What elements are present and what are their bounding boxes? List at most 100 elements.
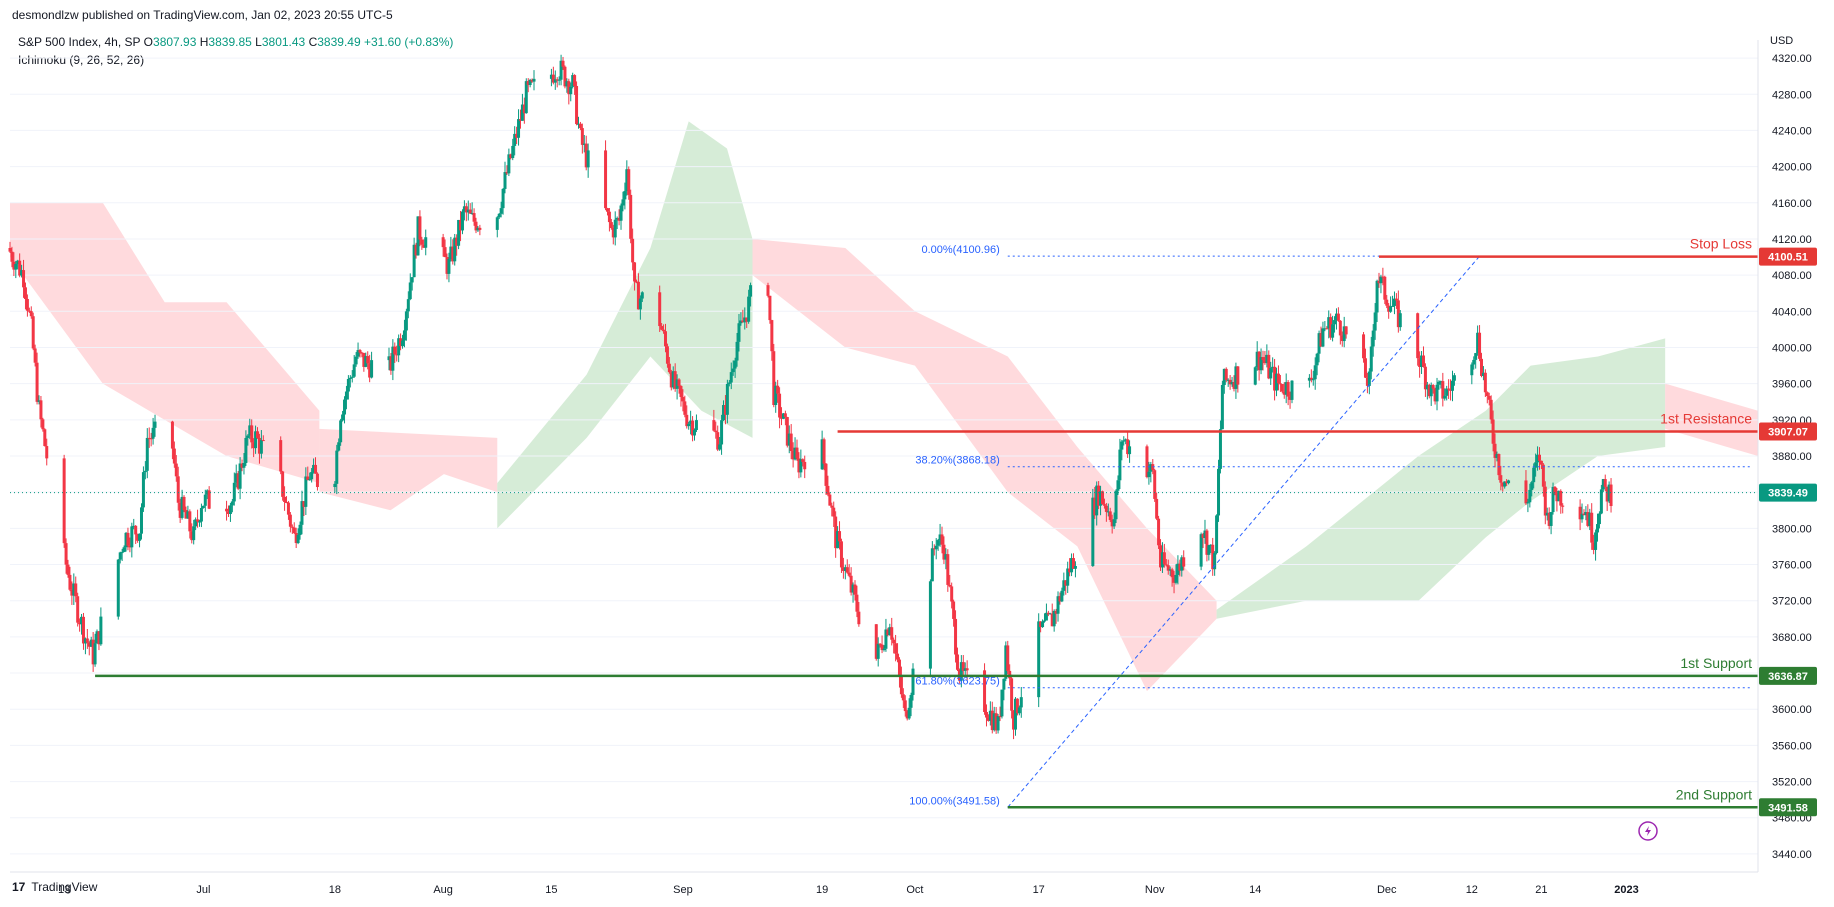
candle-body (441, 237, 445, 248)
candle-body (341, 414, 345, 421)
candle-body (1443, 395, 1447, 399)
candle-body (141, 472, 145, 508)
x-tick-label: 15 (545, 884, 557, 896)
candle-body (725, 383, 729, 415)
candle-body (366, 356, 370, 364)
candle-body (1605, 486, 1609, 502)
candle-body (561, 60, 565, 67)
candle-body (1416, 313, 1420, 359)
tradingview-watermark[interactable]: 17 TradingView (12, 880, 97, 894)
candle-body (1526, 502, 1530, 504)
candle-body (304, 476, 308, 507)
candle-body (1048, 613, 1052, 615)
candle-body (768, 295, 772, 321)
candle-body (689, 420, 693, 424)
candle-body (78, 622, 82, 625)
candle-body (505, 172, 509, 174)
time-axis[interactable]: 13 Jul 18 Aug 15 Sep 19 Oct 17 Nov 14 Dec 12 21 2023 (58, 884, 1639, 896)
candle-body (1418, 358, 1422, 367)
candle-body (230, 501, 234, 506)
candle-body (1385, 299, 1389, 306)
y-tick-label: 3760.00 (1772, 560, 1812, 572)
candle-body (1379, 276, 1383, 284)
candle-body (85, 638, 89, 643)
candle-body (41, 419, 45, 430)
candle-body (801, 459, 805, 462)
candle-body (1543, 486, 1547, 516)
candle-body (1203, 530, 1207, 538)
cloud-segment-5 (1216, 338, 1666, 619)
candle-body (942, 544, 946, 560)
candle-body (1093, 497, 1097, 516)
indicator-label[interactable]: Ichimoku (9, 26, 52, 26) (18, 53, 145, 67)
candle-body (1230, 382, 1234, 385)
candle-body (841, 567, 845, 571)
candle-body (1315, 353, 1319, 366)
candle-body (828, 494, 832, 506)
x-tick-label: 21 (1535, 884, 1547, 896)
x-tick-label: 2023 (1614, 884, 1638, 896)
candle-body (1429, 385, 1433, 397)
candle-body (1015, 698, 1019, 714)
candle-body (186, 511, 190, 519)
candle-body (459, 219, 463, 231)
candle-body (909, 694, 913, 708)
candle-body (1427, 384, 1431, 397)
candle-body (279, 440, 283, 472)
candle-body (120, 552, 124, 554)
candle-body (1004, 645, 1008, 679)
candle-body (29, 311, 33, 317)
candle-body (391, 346, 395, 371)
candle-body (901, 694, 905, 701)
lightning-icon[interactable] (1638, 821, 1658, 841)
price-levels[interactable]: Stop Loss 1st Resistance 1st Support 2nd Su… (95, 236, 1758, 809)
candle-body (451, 246, 455, 262)
candle-body (1578, 506, 1582, 520)
candle-body (664, 331, 667, 347)
candle-body (76, 596, 80, 623)
candle-body (1168, 569, 1172, 571)
candle-body (124, 532, 128, 548)
fib-level-label: 38.20%(3868.18) (915, 455, 999, 467)
candle-body (1234, 366, 1238, 389)
candle-body (1044, 612, 1048, 621)
candle-body (899, 676, 903, 695)
price-axis[interactable]: 3440.003480.003520.003560.003600.003640.… (1772, 53, 1812, 861)
candle-body (803, 461, 807, 470)
candle-body (1062, 580, 1066, 591)
candle-body (576, 123, 580, 125)
candle-body (1037, 621, 1041, 698)
x-tick-label: Oct (906, 884, 923, 896)
candle-body (667, 363, 671, 373)
symbol-name[interactable]: S&P 500 Index, 4h, SP (18, 35, 141, 49)
candle-body (1280, 384, 1284, 392)
candle-body (406, 299, 410, 312)
candle-body (511, 145, 515, 159)
candle-body (662, 329, 666, 332)
candle-body (520, 104, 524, 121)
candle-body (1012, 710, 1016, 730)
candle-body (631, 238, 635, 263)
candle-body (555, 79, 559, 81)
candle-body (1582, 513, 1586, 516)
candle-body (952, 601, 956, 619)
candle-body (1607, 484, 1611, 502)
candle-body (1271, 366, 1275, 369)
candle-body (1450, 380, 1454, 391)
candle-body (1367, 371, 1371, 386)
candle-body (1282, 391, 1286, 395)
candle-body (1176, 563, 1180, 575)
candle-body (563, 66, 567, 87)
candle-body (878, 643, 882, 645)
candle-body (1068, 568, 1072, 573)
candle-body (836, 531, 840, 549)
candle-body (1338, 320, 1342, 336)
candle-body (1199, 534, 1203, 567)
candle-body (718, 444, 722, 450)
candle-body (1373, 312, 1377, 331)
candle-body (306, 476, 310, 481)
candle-body (257, 437, 261, 454)
candle-body (27, 310, 31, 312)
